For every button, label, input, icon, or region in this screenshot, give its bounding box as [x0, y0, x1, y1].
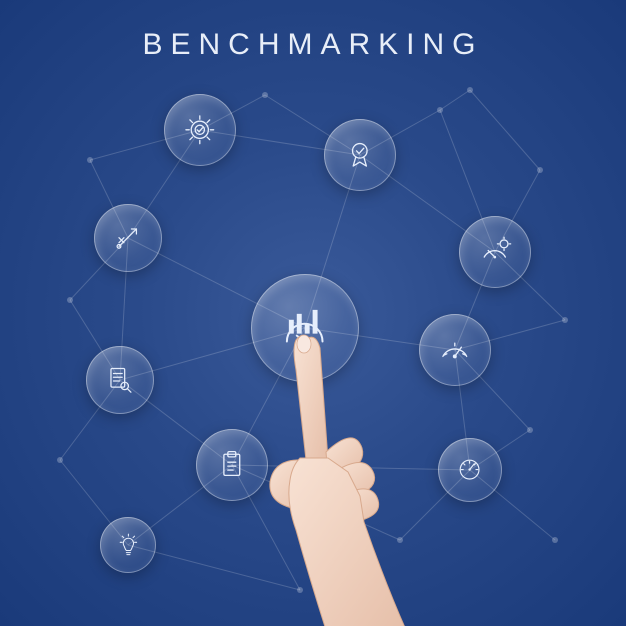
idea-node[interactable] — [100, 517, 156, 573]
gear-icon — [180, 110, 220, 150]
center-node[interactable] — [251, 274, 359, 382]
indicator-node[interactable] — [419, 314, 491, 386]
strategy-arrow-icon — [109, 219, 146, 256]
gauge-icon — [435, 330, 475, 370]
strategy-node[interactable] — [94, 204, 162, 272]
survey-node[interactable] — [196, 429, 268, 501]
performance-node[interactable] — [438, 438, 502, 502]
quality-node[interactable] — [324, 119, 396, 191]
audit-node[interactable] — [86, 346, 154, 414]
lightbulb-icon — [113, 530, 144, 561]
speedometer-icon — [452, 452, 487, 487]
clipboard-icon — [212, 445, 252, 485]
management-node[interactable] — [459, 216, 531, 288]
page-title: BENCHMARKING — [0, 28, 626, 62]
award-check-icon — [340, 135, 380, 175]
process-node[interactable] — [164, 94, 236, 166]
speedometer-gear-icon — [475, 232, 515, 272]
analytics-gauge-icon — [275, 298, 334, 357]
checklist-search-icon — [101, 361, 138, 398]
